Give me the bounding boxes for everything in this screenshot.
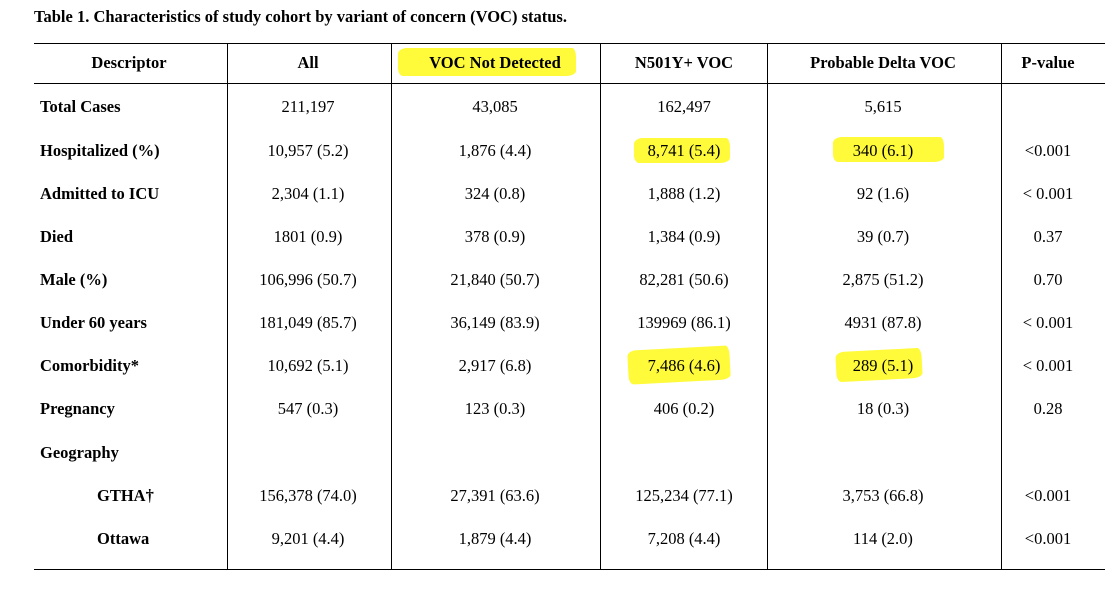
cell-probable-delta-voc: 39 (0.7) [856,227,910,246]
row-label: Geography [40,443,119,462]
cell-p-value: <0.001 [1024,486,1072,505]
row-label: Hospitalized (%) [40,141,160,160]
cell-n501y-voc: 406 (0.2) [653,399,715,418]
column-divider [227,43,228,570]
cell-voc-not-detected: 1,876 (4.4) [458,141,532,160]
cell-n501y-voc: 8,741 (5.4) [647,141,721,160]
cell-voc-not-detected: 36,149 (83.9) [450,313,540,332]
cell-n501y-voc: 7,486 (4.6) [647,356,721,375]
cell-n501y-voc: 1,384 (0.9) [647,227,721,246]
row-label: Ottawa [97,529,150,548]
cell-probable-delta-voc: 92 (1.6) [856,184,910,203]
cell-voc-not-detected: 324 (0.8) [464,184,526,203]
cell-all: 547 (0.3) [277,399,339,418]
table-header-rule [34,83,1105,84]
table-caption: Table 1. Characteristics of study cohort… [34,7,567,26]
row-label: Died [40,227,73,246]
cell-all: 156,378 (74.0) [259,486,357,505]
cell-all: 10,692 (5.1) [267,356,349,375]
cell-all: 9,201 (4.4) [271,529,345,548]
cell-n501y-voc: 125,234 (77.1) [635,486,733,505]
header-voc-not-detected: VOC Not Detected [429,53,561,72]
table-bottom-rule [34,569,1105,570]
cell-probable-delta-voc: 114 (2.0) [853,529,913,548]
cell-all: 1801 (0.9) [273,227,343,246]
cell-voc-not-detected: 2,917 (6.8) [458,356,532,375]
row-label: Comorbidity* [40,356,139,375]
cell-all: 2,304 (1.1) [271,184,345,203]
cell-voc-not-detected: 21,840 (50.7) [450,270,540,289]
cell-n501y-voc: 1,888 (1.2) [647,184,721,203]
cell-voc-not-detected: 43,085 [472,97,518,116]
cell-p-value: < 0.001 [1022,313,1074,332]
highlight-n501y-hospitalized [634,138,730,163]
cell-p-value: <0.001 [1024,529,1072,548]
highlight-delta-hospitalized [833,137,944,162]
cell-all: 181,049 (85.7) [259,313,357,332]
cell-p-value: 0.37 [1033,227,1063,246]
header-probable-delta-voc: Probable Delta VOC [810,53,956,72]
cell-p-value: 0.70 [1033,270,1063,289]
cell-p-value: < 0.001 [1022,356,1074,375]
cell-voc-not-detected: 378 (0.9) [464,227,526,246]
cell-n501y-voc: 139969 (86.1) [637,313,731,332]
column-divider [1001,43,1002,570]
cell-p-value: <0.001 [1024,141,1072,160]
cell-voc-not-detected: 1,879 (4.4) [458,529,532,548]
cell-probable-delta-voc: 340 (6.1) [852,141,914,160]
header-descriptor: Descriptor [91,53,167,72]
cell-probable-delta-voc: 2,875 (51.2) [842,270,924,289]
row-label: Total Cases [40,97,121,116]
row-label: Pregnancy [40,399,115,418]
cell-probable-delta-voc: 4931 (87.8) [844,313,922,332]
cell-p-value: 0.28 [1033,399,1063,418]
table-top-rule [34,43,1105,44]
row-label: GTHA† [97,486,154,505]
cell-probable-delta-voc: 3,753 (66.8) [842,486,924,505]
cell-voc-not-detected: 123 (0.3) [464,399,526,418]
row-label: Under 60 years [40,313,147,332]
header-p-value: P-value [1021,53,1075,72]
cell-probable-delta-voc: 289 (5.1) [852,356,914,375]
column-divider [767,43,768,570]
header-n501y-voc: N501Y+ VOC [634,53,734,72]
cell-n501y-voc: 162,497 [657,97,711,116]
cell-all: 10,957 (5.2) [267,141,349,160]
column-divider [391,43,392,570]
column-divider [600,43,601,570]
row-label: Male (%) [40,270,108,289]
row-label: Admitted to ICU [40,184,160,203]
cell-voc-not-detected: 27,391 (63.6) [450,486,540,505]
cell-p-value: < 0.001 [1022,184,1074,203]
cell-probable-delta-voc: 5,615 [864,97,902,116]
cell-all: 211,197 [281,97,335,116]
cell-n501y-voc: 7,208 (4.4) [647,529,721,548]
header-all: All [297,53,319,72]
cell-all: 106,996 (50.7) [259,270,357,289]
highlight-voc-not-detected [398,48,576,76]
cell-probable-delta-voc: 18 (0.3) [856,399,910,418]
cell-n501y-voc: 82,281 (50.6) [639,270,729,289]
